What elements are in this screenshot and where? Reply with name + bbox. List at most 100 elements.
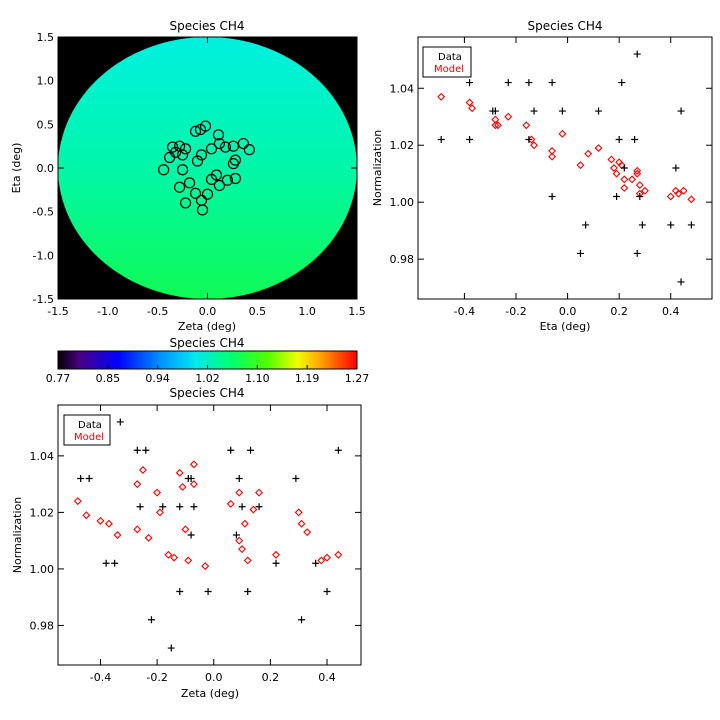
eta-data-point [618, 79, 626, 87]
zeta-model-point [133, 525, 142, 534]
zeta-data-point [272, 559, 280, 567]
eta-legend-box [422, 46, 472, 78]
zeta-model-point [104, 519, 113, 528]
map-point-circle [219, 141, 232, 153]
eta-model-point [584, 149, 593, 158]
zeta-data-point [187, 474, 195, 482]
eta-model-point [674, 189, 683, 198]
zeta-x-tick-label: 0.0 [205, 671, 223, 684]
eta-model-point [576, 161, 585, 170]
map-point-circle [213, 137, 226, 150]
zeta-y-tick-label: 1.02 [30, 506, 55, 519]
zeta-data-point [292, 474, 300, 482]
map-y-tick-label: -0.5 [33, 206, 54, 219]
zeta-model-point [144, 533, 153, 542]
zeta-model-point [297, 519, 306, 528]
zeta-model-point [303, 528, 312, 537]
zeta-x-tick-label: 0.4 [318, 671, 336, 684]
map-point-circle [167, 141, 179, 153]
zeta-series-marks [73, 418, 343, 652]
map-x-tick-label: 1.0 [298, 305, 316, 318]
zeta-model-point [238, 545, 247, 554]
zeta-model-point [178, 482, 187, 491]
map-point-circle [176, 164, 189, 176]
map-point-circle [199, 120, 212, 132]
zeta-model-point [323, 553, 331, 562]
eta-data-point [548, 192, 556, 200]
map-point-circle [179, 197, 192, 209]
map-point-markers [158, 120, 255, 216]
zeta-data-point [323, 588, 331, 596]
eta-series-marks [437, 50, 696, 286]
map-y-tick-label: -1.0 [33, 249, 54, 262]
map-point-circle [176, 149, 189, 161]
eta-model-point [640, 186, 649, 195]
zeta-y-tick-label: 1.04 [30, 450, 55, 463]
zeta-data-point [247, 446, 255, 454]
map-x-tick-label: 0.5 [249, 305, 267, 318]
zeta-model-point [272, 550, 281, 559]
eta-model-point [679, 186, 688, 195]
eta-legend: Data Model [422, 46, 472, 78]
eta-data-point [636, 192, 644, 200]
eta-y-tick-label: 1.02 [390, 139, 415, 152]
zeta-data-point [235, 474, 243, 482]
eta-model-point [620, 175, 629, 184]
eta-model-point [530, 141, 539, 150]
eta-x-tick-label: 0.4 [662, 305, 680, 318]
zeta-model-point [73, 497, 82, 506]
colorbar-title: Species CH4 [169, 336, 244, 350]
map-point-circle [201, 188, 214, 200]
eta-x-axis-label: Eta (deg) [540, 320, 591, 333]
eta-data-point [525, 136, 533, 144]
zeta-scatter-panel: Species CH4 -0.4 -0.2 0.0 0.2 0.4 0.98 1.00 1.0… [11, 386, 362, 700]
eta-data-point [595, 107, 603, 115]
map-y-tick-label: 1.5 [37, 31, 55, 44]
zeta-model-point [240, 519, 249, 528]
zeta-data-point [147, 616, 155, 624]
zeta-model-point [226, 499, 235, 508]
eta-model-point [493, 121, 502, 130]
map-y-tick-label: 0.5 [37, 118, 55, 131]
zeta-model-point [82, 511, 91, 520]
eta-legend-data: Data [438, 52, 462, 63]
zeta-model-point [164, 550, 173, 559]
eta-model-point [610, 164, 618, 172]
map-y-tick-label: 0.0 [37, 162, 55, 175]
eta-data-point [576, 249, 584, 257]
zeta-data-point [204, 588, 212, 596]
map-point-circle [183, 177, 196, 189]
map-point-circle [213, 179, 226, 192]
map-point-circle [237, 137, 249, 150]
eta-axis-ticks: -0.4 -0.2 0.0 0.2 0.4 0.98 1.00 1.02 1.04 [390, 37, 712, 318]
map-x-tick-label: -1.5 [47, 305, 68, 318]
eta-data-point [548, 79, 556, 87]
eta-x-tick-label: -0.2 [505, 305, 526, 318]
eta-data-point [633, 249, 641, 257]
eta-model-point [620, 183, 629, 192]
map-point-circle [227, 158, 240, 170]
eta-data-point [558, 107, 566, 115]
eta-model-point [468, 104, 477, 113]
colorbar-tick-label: 1.19 [295, 372, 320, 385]
eta-data-point [525, 79, 533, 87]
eta-model-point [633, 169, 642, 178]
eta-model-point [607, 155, 616, 164]
eta-scatter-panel: Species CH4 -0.4 -0.2 0.0 0.2 0.4 0.98 1.00 1.0… [371, 19, 713, 333]
eta-data-point [530, 107, 538, 115]
map-point-circle [243, 144, 255, 156]
zeta-x-tick-label: 0.2 [262, 671, 280, 684]
eta-model-point [558, 129, 567, 138]
map-y-tick-label: -1.5 [33, 293, 54, 306]
zeta-data-point [102, 559, 110, 567]
map-point-circle [196, 204, 209, 216]
zeta-y-tick-label: 0.98 [30, 619, 55, 632]
eta-data-point [491, 107, 499, 115]
zeta-data-point [190, 503, 198, 511]
zeta-legend-model: Model [74, 432, 104, 443]
zeta-data-point [136, 503, 144, 511]
zeta-data-point [255, 503, 263, 511]
zeta-data-point [77, 474, 85, 482]
eta-data-point [615, 136, 623, 144]
